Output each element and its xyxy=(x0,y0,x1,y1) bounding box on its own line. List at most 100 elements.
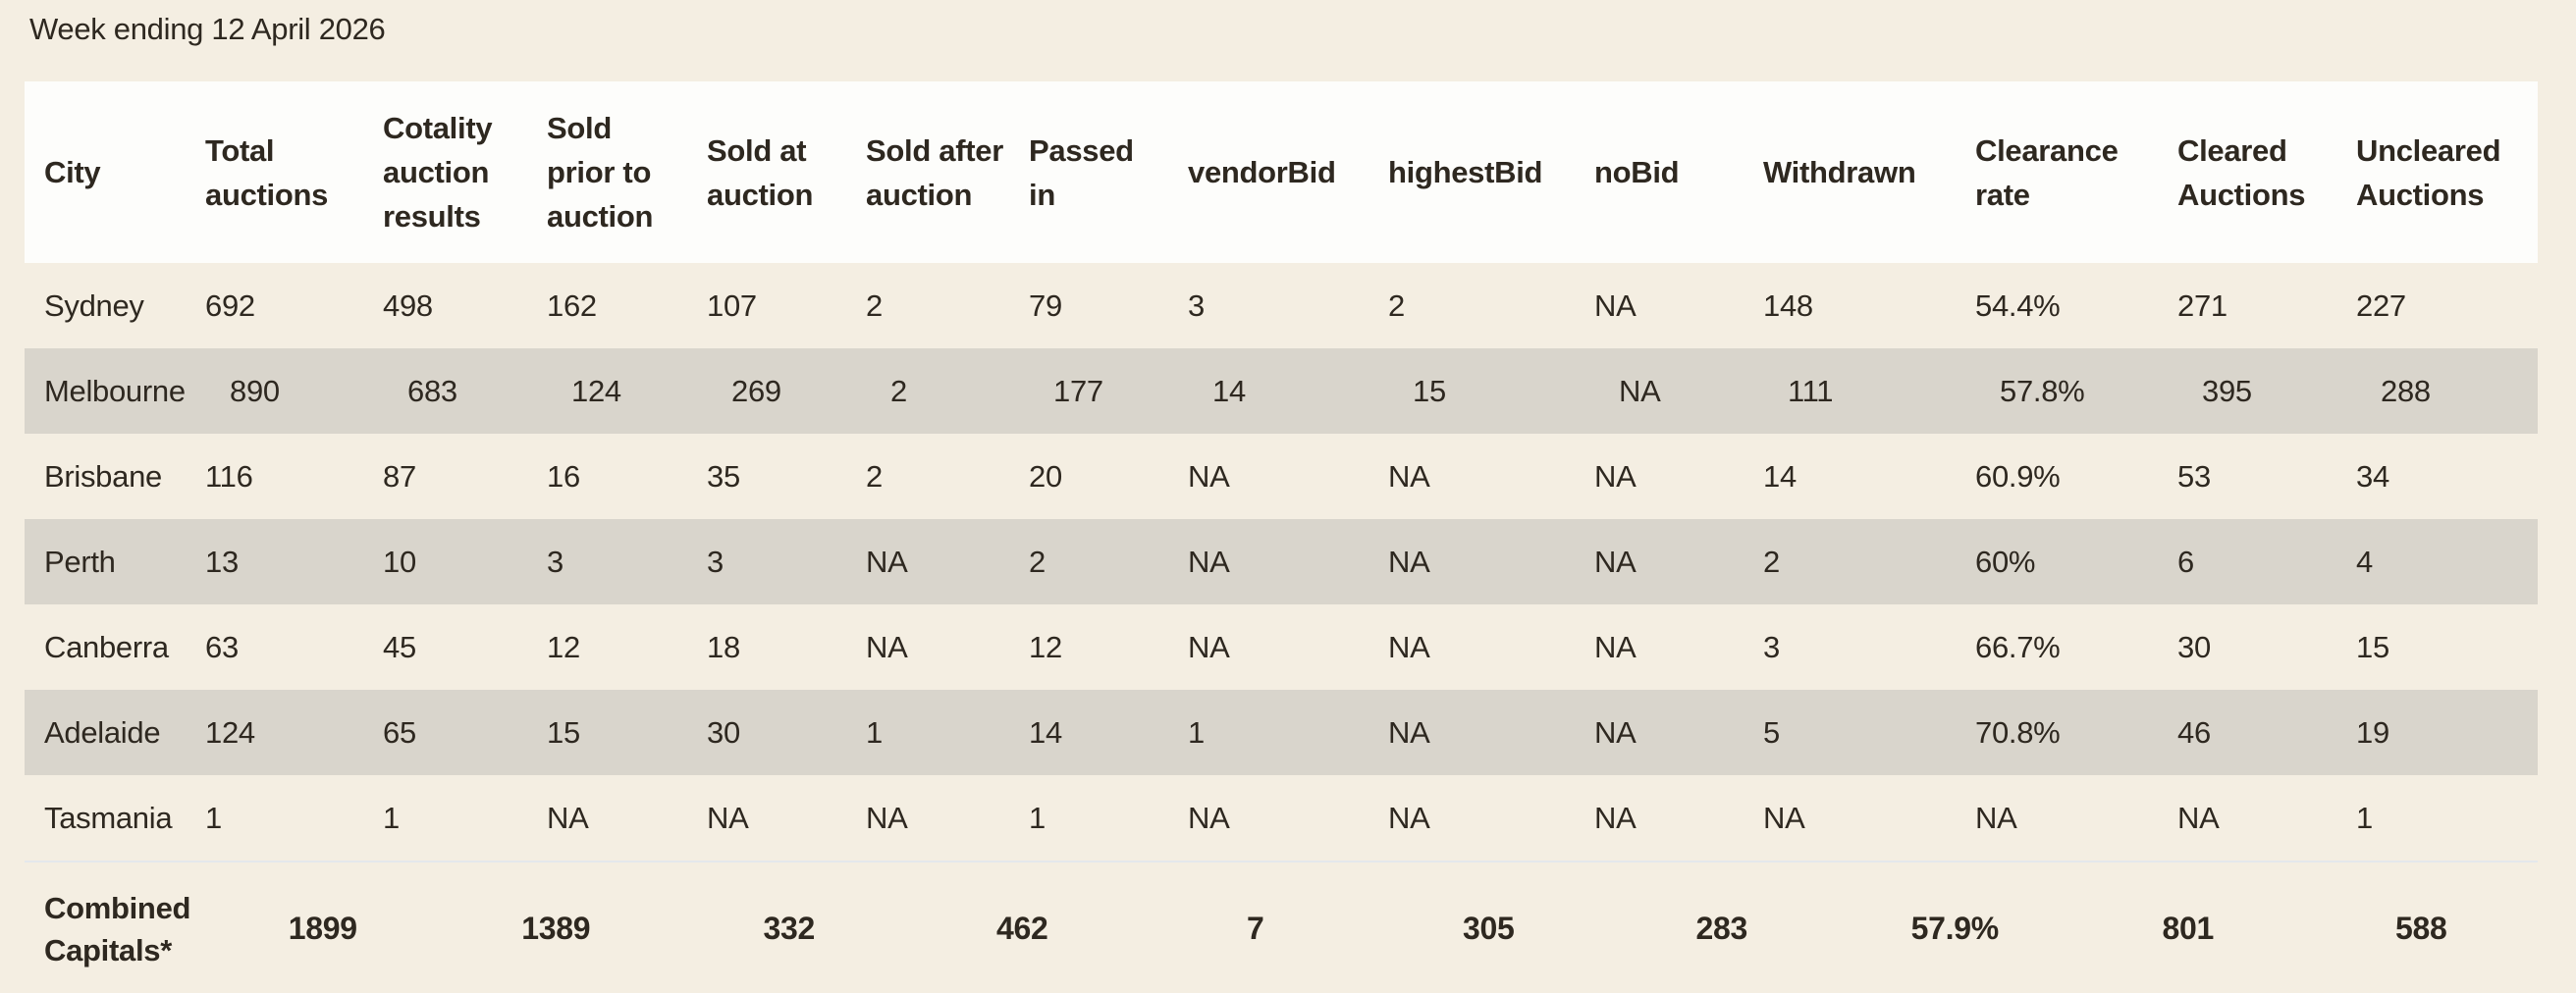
cell: 124 xyxy=(571,373,621,408)
cell: 10 xyxy=(383,544,416,579)
cell: 20 xyxy=(1029,458,1062,494)
cell: 12 xyxy=(1029,629,1062,664)
cell: NA xyxy=(1388,458,1430,494)
cell: 35 xyxy=(707,458,740,494)
cell: NA xyxy=(866,544,908,579)
cell: 2 xyxy=(1763,544,1780,579)
cell: 5 xyxy=(1763,714,1780,750)
column-header-city: City xyxy=(44,155,101,189)
cell: 46 xyxy=(2177,714,2211,750)
cell: 2 xyxy=(890,373,907,408)
cell: 269 xyxy=(731,373,781,408)
cell: NA xyxy=(1188,458,1230,494)
city-cell: Adelaide xyxy=(44,714,161,750)
cell: NA xyxy=(1619,373,1661,408)
cell: 14 xyxy=(1763,458,1797,494)
cell: NA xyxy=(1594,800,1637,835)
cell: NA xyxy=(1594,458,1637,494)
cell: NA xyxy=(1763,800,1805,835)
cell: 70.8% xyxy=(1975,714,2061,750)
table-body: Sydney 692 498 162 107 2 79 3 2 NA 148 5… xyxy=(25,263,2538,861)
cell: 12 xyxy=(547,629,580,664)
combined-sold-at-auction: 462 xyxy=(996,911,1048,946)
cell: NA xyxy=(547,800,589,835)
cell: 4 xyxy=(2356,544,2373,579)
combined-cotality-auction-results: 1389 xyxy=(521,911,591,946)
cell: 177 xyxy=(1053,373,1103,408)
column-header-withdrawn: Withdrawn xyxy=(1763,155,1916,189)
cell: 692 xyxy=(205,287,255,323)
column-header-vendorbid: vendorBid xyxy=(1188,155,1336,189)
column-header-cleared-auctions: Cleared Auctions xyxy=(2177,132,2306,212)
cell: 57.8% xyxy=(2000,373,2085,408)
combined-sold-after-auction: 7 xyxy=(1247,911,1264,946)
header-row: City Total auctions Cotality auction res… xyxy=(25,81,2538,263)
auction-results-table-container: City Total auctions Cotality auction res… xyxy=(25,81,2538,993)
combined-capitals-row: Combined Capitals* 1899 1389 332 462 7 3… xyxy=(25,861,2538,993)
cell: 14 xyxy=(1029,714,1062,750)
cell: 227 xyxy=(2356,287,2406,323)
city-cell: Brisbane xyxy=(44,458,162,494)
cell: 14 xyxy=(1212,373,1246,408)
city-cell: Tasmania xyxy=(44,800,173,835)
city-cell: Sydney xyxy=(44,287,144,323)
cell: 34 xyxy=(2356,458,2389,494)
cell: 15 xyxy=(547,714,580,750)
table-row-canberra: Canberra 63 45 12 18 NA 12 NA NA NA 3 66… xyxy=(25,604,2538,690)
column-header-total-auctions: Total auctions xyxy=(205,132,329,212)
cell: NA xyxy=(1594,544,1637,579)
column-header-cotality-auction-results: Cotality auction results xyxy=(383,111,493,234)
table-header: City Total auctions Cotality auction res… xyxy=(25,81,2538,263)
column-header-nobid: noBid xyxy=(1594,155,1680,189)
cell: 2 xyxy=(1029,544,1046,579)
cell: 288 xyxy=(2381,373,2431,408)
cell: 148 xyxy=(1763,287,1813,323)
cell: 124 xyxy=(205,714,255,750)
cell: 66.7% xyxy=(1975,629,2061,664)
cell: NA xyxy=(1188,800,1230,835)
cell: 107 xyxy=(707,287,757,323)
cell: 60% xyxy=(1975,544,2036,579)
combined-total-auctions: 1899 xyxy=(288,911,357,946)
cell: 15 xyxy=(1413,373,1446,408)
cell: 1 xyxy=(866,714,883,750)
cell: 30 xyxy=(2177,629,2211,664)
cell: 19 xyxy=(2356,714,2389,750)
combined-passed-in: 305 xyxy=(1463,911,1515,946)
cell: 890 xyxy=(230,373,280,408)
cell: NA xyxy=(866,629,908,664)
city-cell: Perth xyxy=(44,544,116,579)
cell: NA xyxy=(1388,800,1430,835)
cell: 3 xyxy=(707,544,724,579)
cell: NA xyxy=(866,800,908,835)
cell: NA xyxy=(1594,629,1637,664)
cell: 162 xyxy=(547,287,597,323)
cell: 498 xyxy=(383,287,433,323)
cell: NA xyxy=(1975,800,2017,835)
table-row-adelaide: Adelaide 124 65 15 30 1 14 1 NA NA 5 70.… xyxy=(25,690,2538,775)
cell: 2 xyxy=(1388,287,1405,323)
cell: 2 xyxy=(866,458,883,494)
cell: 1 xyxy=(1188,714,1205,750)
column-header-clearance-rate: Clearance rate xyxy=(1975,132,2119,212)
cell: 65 xyxy=(383,714,416,750)
cell: 63 xyxy=(205,629,239,664)
cell: 1 xyxy=(1029,800,1046,835)
combined-cleared-auctions: 801 xyxy=(2162,911,2215,946)
cell: 79 xyxy=(1029,287,1062,323)
column-header-sold-at-auction: Sold at auction xyxy=(707,132,814,212)
cell: 18 xyxy=(707,629,740,664)
city-cell: Melbourne xyxy=(44,373,186,408)
cell: 13 xyxy=(205,544,239,579)
cell: 111 xyxy=(1788,373,1834,408)
cell: NA xyxy=(1594,714,1637,750)
auction-results-table: City Total auctions Cotality auction res… xyxy=(25,81,2538,861)
table-row-melbourne: Melbourne 890 683 124 269 2 177 14 15 NA… xyxy=(25,348,2538,434)
combined-sold-prior-to-auction: 332 xyxy=(763,911,816,946)
cell: 116 xyxy=(205,458,253,494)
page-title: Week ending 12 April 2026 xyxy=(29,12,386,46)
cell: NA xyxy=(1388,629,1430,664)
cell: NA xyxy=(1388,544,1430,579)
column-header-sold-prior-to-auction: Sold prior to auction xyxy=(547,111,654,234)
